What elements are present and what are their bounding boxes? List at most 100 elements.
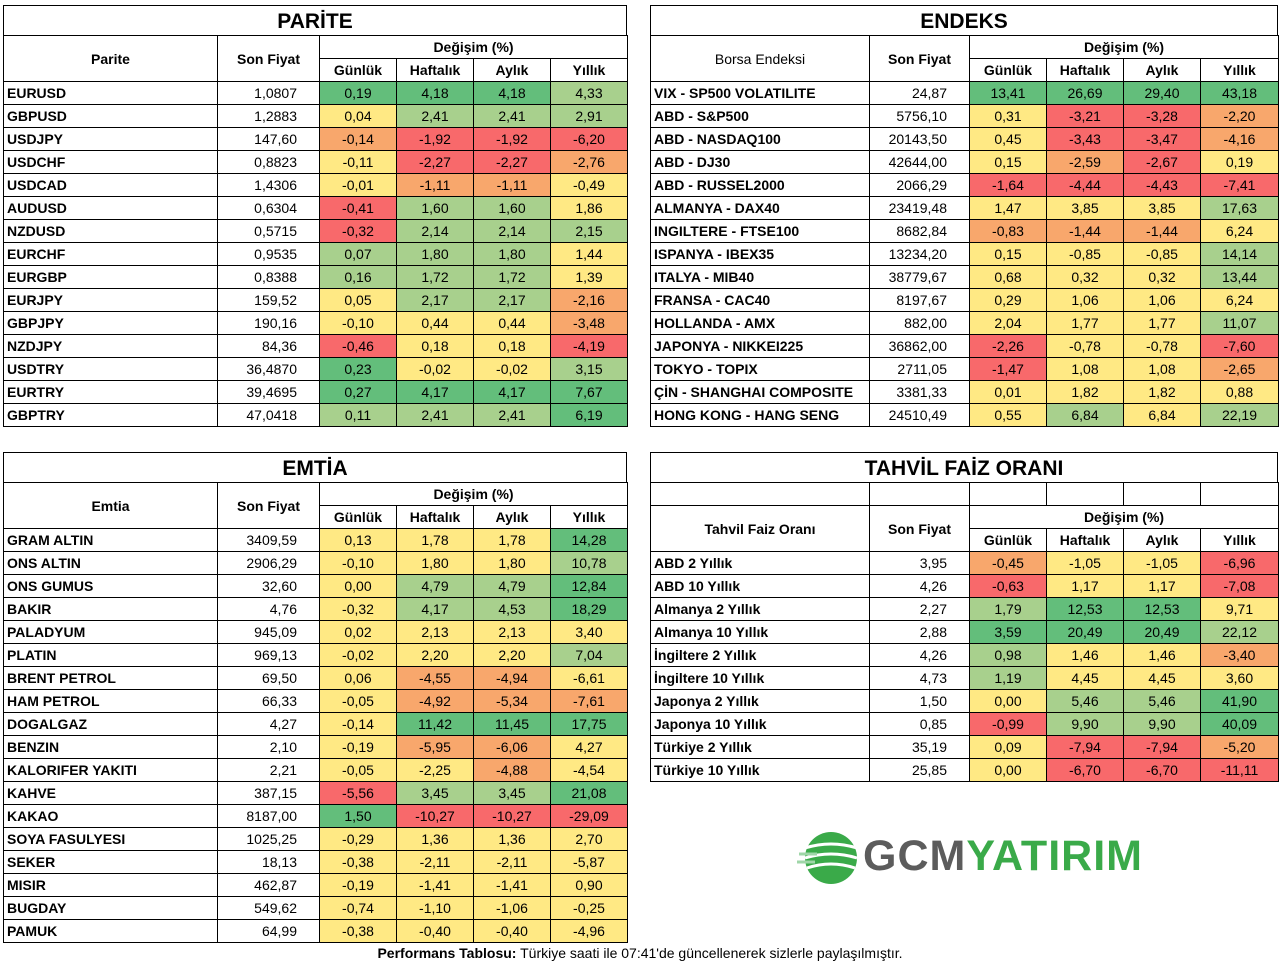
yearly-change: 1,44 (550, 242, 628, 266)
emtia-row: SOYA FASULYESI 1025,25 -0,29 1,36 1,36 2,70 (3, 827, 628, 851)
weekly-change: 1,77 (1046, 311, 1124, 335)
monthly-change: 2,14 (473, 219, 551, 243)
weekly-change: -4,92 (396, 689, 474, 713)
parite-row: GBPTRY 47,0418 0,11 2,41 2,41 6,19 (3, 403, 628, 427)
instrument-name: USDCHF (3, 150, 218, 174)
yearly-change: 3,60 (1200, 666, 1279, 690)
last-price: 4,73 (869, 666, 970, 690)
instrument-name: ITALYA - MIB40 (650, 265, 870, 289)
yearly-change: -4,16 (1200, 127, 1279, 151)
last-price: 13234,20 (869, 242, 970, 266)
daily-change: -0,14 (319, 712, 397, 736)
emtia-row: KAKAO 8187,00 1,50 -10,27 -10,27 -29,09 (3, 804, 628, 828)
last-price: 4,26 (869, 574, 970, 598)
tahvil-row: Japonya 10 Yıllık 0,85 -0,99 9,90 9,90 40,09 (650, 712, 1279, 736)
monthly-change: -0,02 (473, 357, 551, 381)
daily-change: -0,05 (319, 758, 397, 782)
daily-change: -0,02 (319, 643, 397, 667)
instrument-name: INGILTERE - FTSE100 (650, 219, 870, 243)
daily-change: 0,01 (969, 380, 1047, 404)
instrument-name: İngiltere 2 Yıllık (650, 643, 870, 667)
weekly-change: -1,05 (1046, 551, 1124, 575)
instrument-name: EURGBP (3, 265, 218, 289)
yearly-change: 21,08 (550, 781, 628, 805)
yearly-change: 6,19 (550, 403, 628, 427)
emtia-row: PAMUK 64,99 -0,38 -0,40 -0,40 -4,96 (3, 919, 628, 943)
weekly-change: 2,14 (396, 219, 474, 243)
emtia-row: DOGALGAZ 4,27 -0,14 11,42 11,45 17,75 (3, 712, 628, 736)
monthly-change: -3,47 (1123, 127, 1201, 151)
last-price: 4,27 (217, 712, 320, 736)
instrument-name: ALMANYA - DAX40 (650, 196, 870, 220)
yearly-change: 0,90 (550, 873, 628, 897)
emtia-row: ONS ALTIN 2906,29 -0,10 1,80 1,80 10,78 (3, 551, 628, 575)
instrument-name: PAMUK (3, 919, 218, 943)
weekly-change: 5,46 (1046, 689, 1124, 713)
instrument-name: NZDUSD (3, 219, 218, 243)
yearly-change: -5,20 (1200, 735, 1279, 759)
empty-header-cell (969, 482, 1047, 506)
yearly-change: -11,11 (1200, 758, 1279, 782)
weekly-change: 4,17 (396, 597, 474, 621)
yearly-change: -7,61 (550, 689, 628, 713)
daily-change: 0,02 (319, 620, 397, 644)
yearly-change: 3,40 (550, 620, 628, 644)
emtia-row: GRAM ALTIN 3409,59 0,13 1,78 1,78 14,28 (3, 528, 628, 552)
last-price: 882,00 (869, 311, 970, 335)
daily-change: 0,31 (969, 104, 1047, 128)
monthly-change: -10,27 (473, 804, 551, 828)
last-price: 0,8388 (217, 265, 320, 289)
monthly-change: -2,67 (1123, 150, 1201, 174)
emtia-title: EMTİA (3, 452, 627, 482)
last-price: 1,50 (869, 689, 970, 713)
yearly-change: -2,20 (1200, 104, 1279, 128)
last-price: 3381,33 (869, 380, 970, 404)
monthly-change: 2,13 (473, 620, 551, 644)
daily-change: 0,06 (319, 666, 397, 690)
gunluk-header: Günlük (969, 528, 1047, 552)
daily-change: -0,38 (319, 919, 397, 943)
tahvil-row: İngiltere 10 Yıllık 4,73 1,19 4,45 4,45 3,60 (650, 666, 1279, 690)
empty-header-cell (1200, 482, 1279, 506)
weekly-change: 1,36 (396, 827, 474, 851)
monthly-change: 1,80 (473, 551, 551, 575)
yearly-change: -2,16 (550, 288, 628, 312)
globe-icon (797, 832, 858, 884)
yearly-change: -3,40 (1200, 643, 1279, 667)
instrument-name: HONG KONG - HANG SENG (650, 403, 870, 427)
yearly-change: -2,65 (1200, 357, 1279, 381)
daily-change: -0,99 (969, 712, 1047, 736)
last-price: 3,95 (869, 551, 970, 575)
endeks-body: VIX - SP500 VOLATILITE 24,87 13,41 26,69 29,… (650, 81, 1279, 427)
yearly-change: -0,25 (550, 896, 628, 920)
yearly-change: 7,04 (550, 643, 628, 667)
last-price: 147,60 (217, 127, 320, 151)
parite-row: USDJPY 147,60 -0,14 -1,92 -1,92 -6,20 (3, 127, 628, 151)
tahvil-row: ABD 2 Yıllık 3,95 -0,45 -1,05 -1,05 -6,96 (650, 551, 1279, 575)
instrument-name: MISIR (3, 873, 218, 897)
weekly-change: -3,43 (1046, 127, 1124, 151)
monthly-change: -4,43 (1123, 173, 1201, 197)
endeks-row: JAPONYA - NIKKEI225 36862,00 -2,26 -0,78 -0,… (650, 334, 1279, 358)
last-price: 462,87 (217, 873, 320, 897)
weekly-change: 20,49 (1046, 620, 1124, 644)
tahvil-row: Türkiye 2 Yıllık 35,19 0,09 -7,94 -7,94 -5,20 (650, 735, 1279, 759)
gcm-yatirim-logo: GCMYATIRIM (797, 826, 1142, 890)
daily-change: 0,09 (969, 735, 1047, 759)
yearly-change: 3,15 (550, 357, 628, 381)
last-price: 1,0807 (217, 81, 320, 105)
endeks-row: ALMANYA - DAX40 23419,48 1,47 3,85 3,85 17,63 (650, 196, 1279, 220)
yearly-change: -29,09 (550, 804, 628, 828)
aylik-header: Aylık (473, 58, 551, 82)
endeks-table: Borsa Endeksi Son Fiyat Değişim (%) Günl… (650, 35, 1279, 427)
haftalik-header: Haftalık (396, 58, 474, 82)
monthly-change: 29,40 (1123, 81, 1201, 105)
instrument-name: KAHVE (3, 781, 218, 805)
daily-change: 0,07 (319, 242, 397, 266)
monthly-change: 0,44 (473, 311, 551, 335)
monthly-change: 2,41 (473, 104, 551, 128)
daily-change: 0,00 (969, 689, 1047, 713)
daily-change: 0,15 (969, 242, 1047, 266)
yearly-change: -6,20 (550, 127, 628, 151)
last-price: 24510,49 (869, 403, 970, 427)
